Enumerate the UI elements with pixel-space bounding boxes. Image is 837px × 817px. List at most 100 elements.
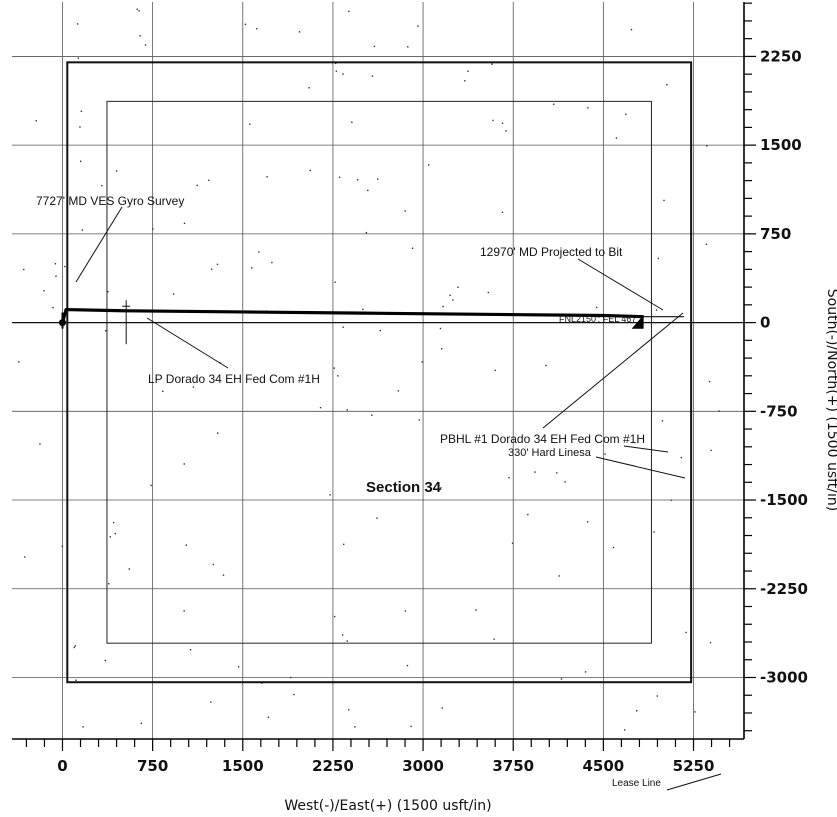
scan-speck [680, 456, 682, 459]
y-tick-label: -3000 [760, 668, 808, 686]
scan-speck [564, 481, 566, 483]
scan-speck [417, 25, 419, 27]
scan-speck [508, 476, 510, 479]
callout-leaders [75, 206, 722, 791]
scan-speck [346, 640, 348, 642]
scan-speck [376, 178, 379, 180]
scan-speck [290, 676, 292, 679]
scan-speck [183, 610, 185, 612]
scan-speck [185, 544, 188, 546]
scan-speck [75, 679, 77, 681]
hard-lines-leader [623, 445, 669, 453]
scan-speck [54, 263, 57, 265]
y-tick-label: 1500 [760, 136, 802, 154]
scan-speck [216, 432, 219, 434]
scan-speck [397, 390, 400, 392]
scan-speck [52, 306, 54, 309]
scan-speck [595, 306, 598, 309]
scan-speck [440, 487, 442, 489]
scan-speck [657, 257, 659, 260]
scan-speck [656, 695, 658, 697]
scan-speck [373, 45, 376, 48]
projected-to-bit-leader [577, 258, 664, 311]
scan-speck [625, 113, 627, 115]
scan-speck [457, 286, 459, 288]
scan-speck [441, 707, 443, 709]
scan-speck [492, 119, 494, 122]
scan-speck [505, 130, 507, 132]
scan-speck [81, 229, 83, 231]
scan-speck [251, 267, 253, 269]
scan-speck [189, 648, 192, 651]
scan-speck [308, 87, 310, 89]
landing-point-leader [146, 317, 229, 369]
grid-lines [12, 2, 744, 739]
scan-speck [107, 290, 109, 293]
scan-speck [467, 70, 469, 73]
scan-speck [440, 348, 443, 350]
scan-speck [128, 568, 130, 570]
scan-speck [298, 31, 301, 33]
scan-speck [556, 472, 558, 474]
scan-speck [216, 263, 219, 266]
scan-speck [427, 164, 430, 166]
scan-speck [475, 609, 477, 611]
x-tick-label: 750 [137, 757, 168, 775]
y-tick-label: 0 [760, 314, 770, 332]
x-axis-title: West(-)/East(+) (1500 usft/in) [284, 798, 491, 814]
scan-speck [136, 8, 138, 11]
hard-lines-leader-2 [595, 456, 686, 479]
scan-speck [334, 62, 337, 65]
scan-speck [545, 364, 547, 367]
scan-speck [348, 10, 350, 13]
scan-speck [104, 330, 107, 332]
scan-speck [293, 693, 295, 696]
scan-speck [421, 361, 423, 363]
scan-speck [108, 583, 110, 585]
scan-speck [710, 449, 712, 452]
x-tick-label: 3750 [492, 757, 534, 775]
scan-speck [64, 265, 66, 268]
scan-speck [256, 27, 258, 30]
scan-speck [418, 419, 421, 421]
scan-speck [464, 80, 466, 82]
scan-speck [55, 275, 57, 277]
scan-speck [346, 409, 348, 411]
scan-speck [636, 710, 638, 712]
scan-speck [249, 123, 251, 125]
scan-speck [23, 268, 25, 271]
scan-speck [101, 184, 103, 187]
scan-speck [183, 222, 186, 225]
scan-speck [501, 211, 504, 213]
scan-speck [77, 57, 80, 59]
hard-lines-label: 330' Hard Linesa [508, 447, 592, 459]
wellbore-layer [58, 300, 684, 345]
scan-speck [196, 184, 198, 187]
scan-speck [404, 610, 407, 612]
scan-speck [511, 542, 514, 544]
pbhl-leader [542, 312, 684, 429]
scan-speck [670, 499, 673, 501]
hard-lines-boundary [106, 100, 652, 644]
scan-speck [343, 543, 345, 546]
scan-speck [527, 513, 529, 516]
y-axis-title: South(-)/North(+) (1500 usft/in) [824, 289, 837, 511]
scan-speck [79, 126, 81, 128]
wellbore-path [60, 307, 644, 324]
scan-speck [212, 563, 215, 566]
x-tick-label: 5250 [673, 757, 715, 775]
x-tick-label: 2250 [312, 757, 354, 775]
scan-speck [208, 179, 210, 182]
scan-speck [411, 247, 414, 249]
x-tick-label: 4500 [582, 757, 624, 775]
scan-speck [307, 377, 309, 380]
scan-speck [271, 261, 273, 264]
scan-speck [39, 443, 41, 445]
scan-speck [319, 406, 322, 409]
scan-speck [115, 170, 118, 172]
scan-speck [501, 122, 504, 124]
scan-speck [630, 28, 633, 31]
pbhl-label: PBHL #1 Dorado 34 EH Fed Com #1H [440, 432, 645, 446]
scan-speck [24, 556, 26, 558]
axes: 0 750 1500 2250 3000 3750 4500 5250 2250 1500 750 0… [12, 2, 808, 775]
